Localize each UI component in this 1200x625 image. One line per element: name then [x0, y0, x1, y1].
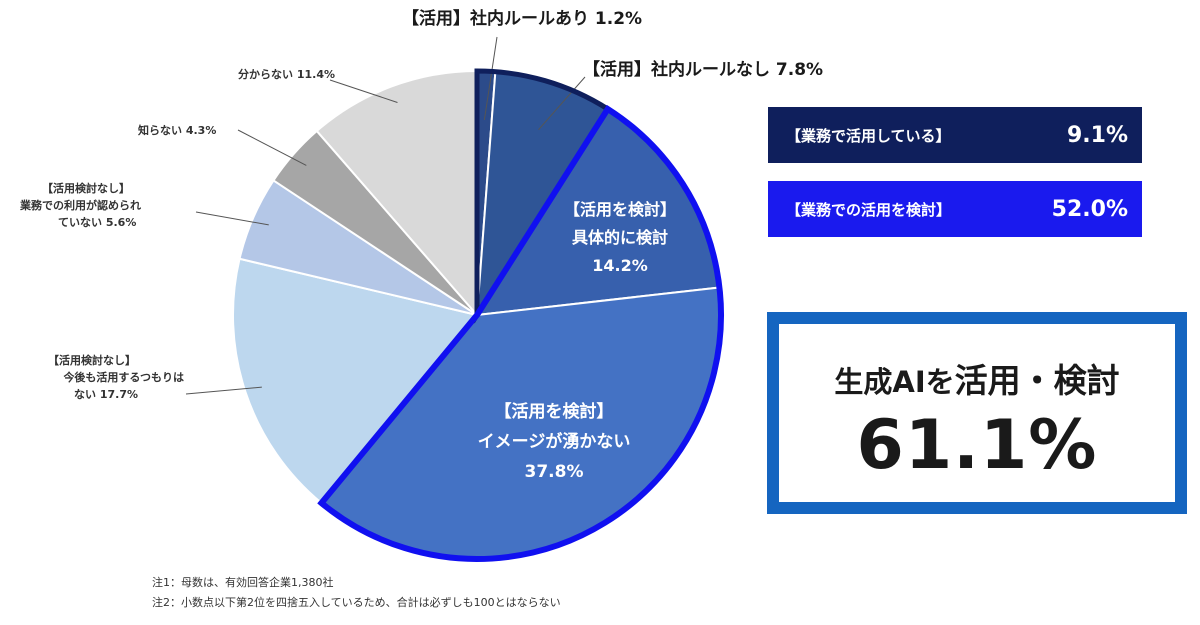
considering-group-outline — [317, 104, 724, 562]
considering-use-label: 【業務での活用を検討】 — [786, 200, 952, 219]
slice-label-unsure: 分からない 11.4% — [238, 68, 335, 81]
slice-label-dont-know-about: 知らない 4.3% — [138, 124, 217, 137]
slice-label-active-no-rules: 【活用】社内ルールなし 7.8% — [583, 60, 824, 80]
total-panel: 生成AIを活用・検討 61.1% — [767, 312, 1187, 514]
group-outlines — [317, 68, 724, 562]
leader-not-permitted — [195, 211, 269, 226]
active-use-value: 9.1% — [1066, 122, 1128, 148]
leader-no-plan — [185, 386, 262, 395]
active-use-label: 【業務で活用している】 — [786, 126, 951, 145]
note-1: 注1：母数は、有効回答企業1,380社 — [152, 576, 334, 589]
leader-active-with-rules — [483, 36, 498, 121]
leader-dont-know-about — [237, 129, 307, 166]
active-use-box: 【業務で活用している】 9.1% — [768, 107, 1142, 163]
slice-label-not-permitted: 【活用検討なし】 業務での利用が認められ ていない 5.6% — [20, 182, 141, 230]
leader-lines — [185, 36, 586, 395]
slice-label-consider-specific: 【活用を検討】 具体的に検討 14.2% — [563, 200, 677, 275]
pie-slice-no-plan — [232, 257, 479, 505]
total-title: 生成AIを活用・検討 — [834, 361, 1120, 400]
slice-label-active-with-rules: 【活用】社内ルールあり 1.2% — [402, 9, 643, 29]
active-group-outline — [474, 68, 612, 324]
considering-use-value: 52.0% — [1051, 196, 1128, 222]
note-2: 注2：小数点以下第2位を四捨五入しているため、合計は必ずしも100とはならない — [152, 596, 561, 609]
pie-slices — [232, 69, 722, 560]
leader-active-no-rules — [538, 76, 586, 131]
leader-unsure — [329, 79, 398, 103]
total-value: 61.1% — [856, 406, 1098, 485]
pie-slice-unsure — [315, 69, 478, 318]
slice-label-consider-no-image: 【活用を検討】 イメージが湧かない 37.8% — [477, 402, 631, 482]
considering-use-box: 【業務での活用を検討】 52.0% — [768, 181, 1142, 237]
slice-label-no-plan: 【活用検討なし】 今後も活用するつもりは ない 17.7% — [48, 354, 184, 402]
